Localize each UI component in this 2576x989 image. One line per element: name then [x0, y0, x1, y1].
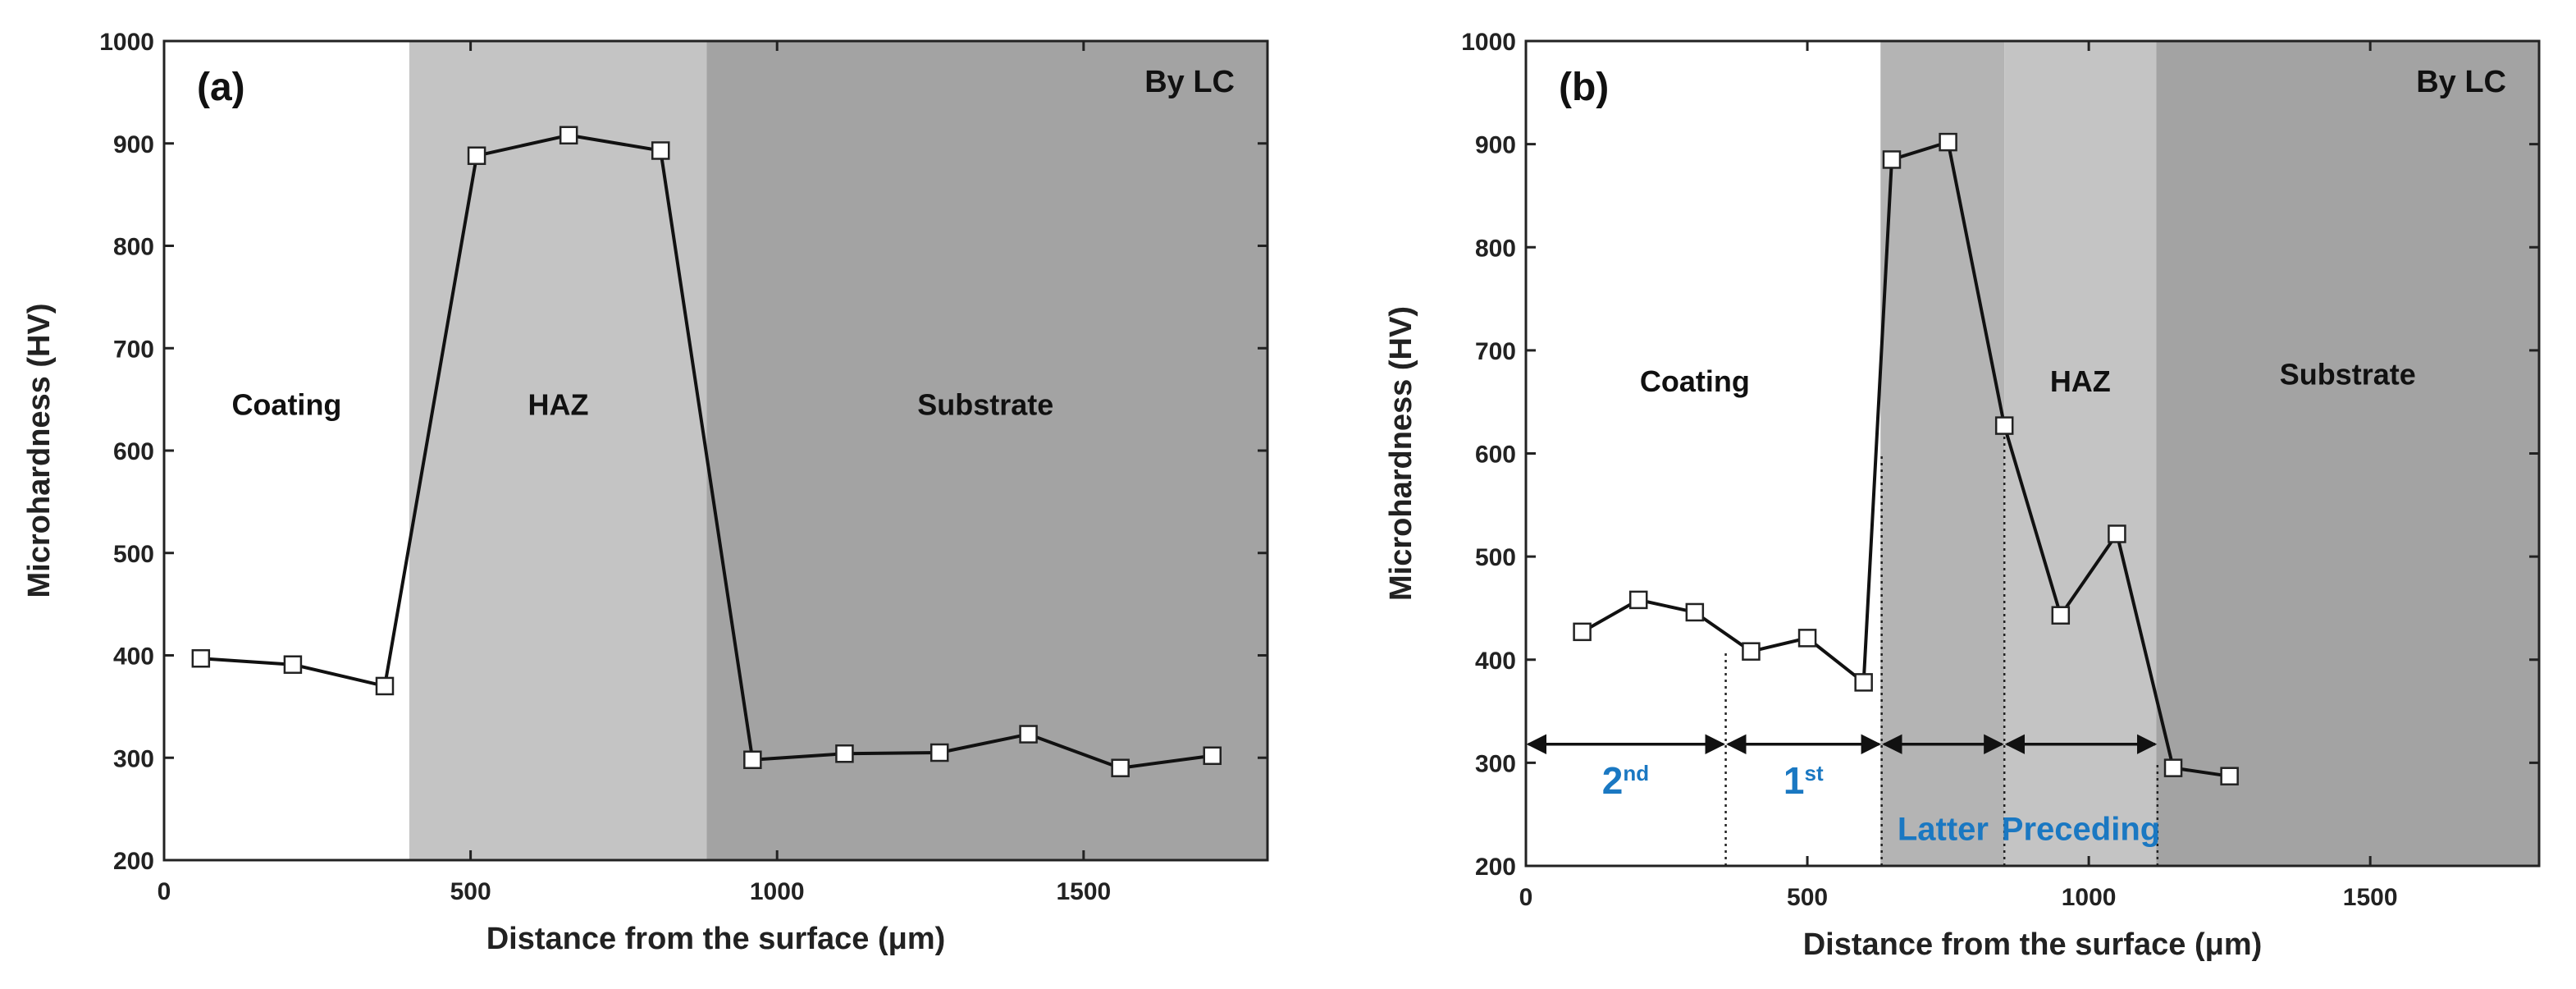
y-tick-label: 200: [1475, 854, 1516, 881]
data-point-marker: [1203, 746, 1222, 766]
data-point-marker: [1573, 622, 1592, 642]
data-point-marker: [835, 744, 854, 763]
data-point-marker: [1685, 602, 1705, 622]
x-tick-label: 1000: [750, 878, 805, 905]
x-tick-label: 500: [1787, 884, 1828, 911]
x-tick-label: 0: [1519, 884, 1533, 911]
x-axis-title: Distance from the surface (μm): [486, 922, 946, 956]
data-point-marker: [1994, 416, 2014, 435]
chart-panel-a: 200 300 400 500 600 700 800 900 1000 0 500 1000 1500…: [22, 29, 1269, 956]
x-tick-label: 1500: [2343, 884, 2398, 911]
data-point-marker: [467, 146, 486, 165]
y-tick-label: 400: [1475, 648, 1516, 675]
layer-span-label-superscript: st: [1804, 761, 1823, 785]
region-label: Substrate: [2280, 357, 2416, 391]
y-tick-label: 500: [113, 541, 154, 568]
data-point-marker: [2220, 767, 2239, 785]
data-point-marker: [1111, 758, 1130, 777]
y-tick-label: 200: [113, 848, 154, 875]
y-tick-label: 700: [1475, 338, 1516, 365]
y-tick-label: 700: [113, 336, 154, 363]
layer-span-label: Preceding: [2002, 812, 2160, 848]
data-point-marker: [191, 648, 211, 668]
panel-label: (b): [1559, 66, 1609, 109]
data-point-marker: [651, 141, 670, 160]
corner-label: By LC: [1144, 65, 1235, 99]
y-tick-label: 400: [113, 643, 154, 671]
data-point-marker: [1019, 725, 1038, 744]
y-axis-title: Microhardness (HV): [22, 304, 57, 598]
y-tick-label: 500: [1475, 544, 1516, 571]
region-label: Coating: [1640, 364, 1750, 398]
data-point-marker: [1939, 132, 1957, 152]
y-tick-label: 600: [1475, 442, 1516, 469]
data-point-marker: [559, 126, 578, 145]
data-point-marker: [283, 655, 303, 674]
data-point-marker: [1628, 590, 1648, 610]
x-tick-label: 0: [158, 878, 171, 905]
y-tick-label: 1000: [99, 29, 154, 56]
data-point-marker: [2051, 606, 2071, 625]
series-line: [200, 133, 1213, 770]
corner-label: By LC: [2416, 65, 2506, 99]
region-band-1: [1880, 41, 2005, 866]
x-tick-label: 500: [450, 878, 491, 905]
region-band-0: [164, 41, 409, 860]
region-label: HAZ: [528, 387, 588, 421]
data-point-marker: [1742, 642, 1761, 661]
y-tick-label: 1000: [1461, 29, 1516, 56]
data-point-marker: [2163, 758, 2183, 777]
layer-span-label-superscript: nd: [1623, 761, 1649, 785]
data-point-marker: [743, 750, 762, 769]
region-band-0: [1526, 41, 1881, 866]
region-label: Coating: [231, 387, 341, 421]
layer-span-label-text: 2: [1602, 759, 1624, 802]
region-band-1: [409, 41, 707, 860]
region-label: HAZ: [2050, 364, 2111, 398]
y-tick-label: 900: [113, 131, 154, 158]
region-band-2: [2004, 41, 2157, 866]
y-tick-label: 300: [113, 745, 154, 772]
y-tick-label: 800: [113, 234, 154, 261]
y-tick-label: 900: [1475, 132, 1516, 159]
y-tick-label: 800: [1475, 235, 1516, 262]
chart-panel-b: 200 300 400 500 600 700 800 900 1000 0 500 1000 1500…: [1384, 29, 2541, 962]
data-point-marker: [375, 676, 395, 696]
y-axis-title: Microhardness (HV): [1384, 306, 1418, 601]
data-point-marker: [1797, 629, 1817, 648]
layer-span-label-text: Preceding: [2002, 812, 2160, 848]
data-point-marker: [2108, 524, 2126, 543]
layer-span-label: 2nd: [1602, 759, 1649, 802]
region-band-2: [706, 41, 1267, 860]
data-point-marker: [1882, 150, 1902, 169]
x-tick-label: 1500: [1056, 878, 1111, 905]
layer-span-label-text: Latter: [1898, 812, 1989, 848]
y-tick-label: 300: [1475, 750, 1516, 777]
y-tick-label: 600: [113, 438, 154, 465]
region-band-3: [2156, 41, 2539, 866]
layer-span-label-text: 1: [1784, 759, 1805, 802]
layer-span-label: Latter: [1898, 812, 1989, 848]
data-point-marker: [1854, 673, 1873, 692]
data-point-marker: [929, 743, 949, 762]
x-tick-label: 1000: [2062, 884, 2117, 911]
layer-span-label: 1st: [1784, 759, 1824, 802]
region-label: Substrate: [917, 387, 1053, 421]
x-axis-title: Distance from the surface (μm): [1803, 927, 2263, 962]
panel-label: (a): [197, 66, 245, 109]
